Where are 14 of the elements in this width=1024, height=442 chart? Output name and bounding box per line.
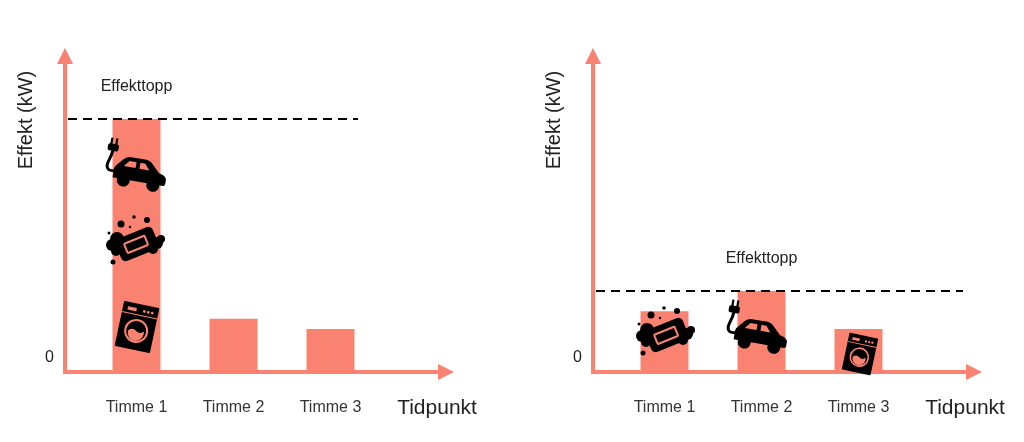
x-tick-label: Timme 3 bbox=[299, 398, 362, 416]
text: 0 bbox=[573, 348, 583, 366]
ref-line-label: Effekttopp bbox=[725, 249, 798, 267]
text: 0 bbox=[45, 348, 55, 366]
ref-line-label: Effekttopp bbox=[100, 77, 173, 95]
y-axis-title: Effekt (kW) bbox=[13, 70, 36, 170]
x-tick-label: Timme 3 bbox=[827, 398, 890, 416]
y-axis-title: Effekt (kW) bbox=[541, 70, 564, 170]
x-tick-label: Timme 2 bbox=[202, 398, 265, 416]
x-axis-title: Tidpunkt bbox=[397, 394, 478, 418]
x-tick-label: Timme 2 bbox=[730, 398, 793, 416]
x-tick-label: Timme 1 bbox=[633, 398, 696, 416]
x-axis-title: Tidpunkt bbox=[925, 394, 1006, 418]
x-tick-label: Timme 1 bbox=[105, 398, 168, 416]
